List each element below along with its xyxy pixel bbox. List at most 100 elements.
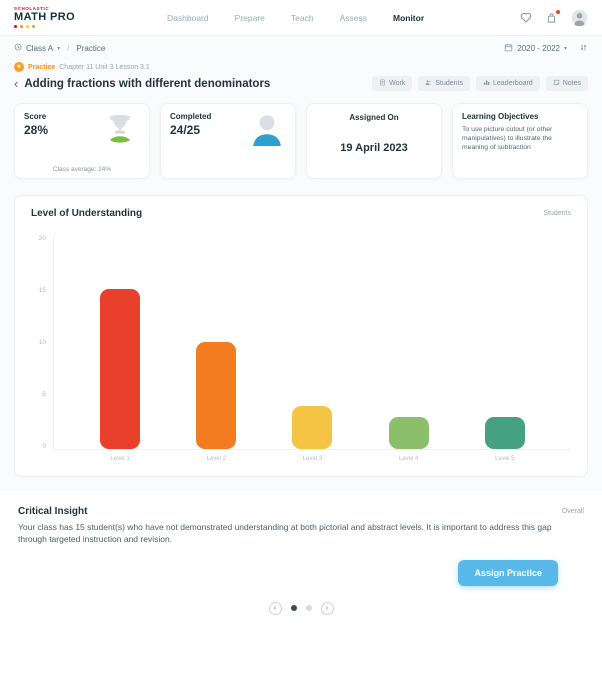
- insight-text: Your class has 15 student(s) who have no…: [18, 522, 552, 544]
- x-tick-label: Level 2: [206, 456, 226, 462]
- x-tick-label: Level 3: [302, 456, 323, 462]
- insight-title: Critical Insight: [18, 506, 88, 517]
- students-icon: [425, 79, 432, 88]
- carousel-dot-active[interactable]: [290, 605, 297, 612]
- star-icon: ★: [16, 64, 22, 70]
- bar-column: Level 4: [388, 235, 429, 462]
- bar-4[interactable]: [388, 416, 429, 449]
- y-tick-label: 20: [38, 235, 46, 242]
- class-average-note: Class average: 24%: [52, 166, 112, 173]
- class-selector[interactable]: Class A: [26, 43, 54, 53]
- notification-badge: [555, 8, 561, 15]
- y-tick-label: 0: [42, 443, 46, 450]
- nav-item-assess[interactable]: Assess: [339, 12, 367, 23]
- app-header: SCHOLASTIC MATH PRO Dashboard Prepare Te…: [0, 0, 602, 36]
- tab-students-label: Students: [435, 80, 463, 87]
- tab-work[interactable]: Work: [372, 76, 413, 91]
- brand-dot: [20, 25, 23, 29]
- practice-badge-label: Practice: [28, 63, 56, 71]
- score-label: Score: [24, 112, 47, 121]
- term-selector[interactable]: 2020 - 2022: [517, 43, 560, 53]
- chart-unit-label[interactable]: Students: [543, 210, 571, 217]
- y-tick-label: 10: [38, 339, 46, 346]
- chevron-down-icon[interactable]: ▾: [57, 45, 61, 52]
- class-icon: [14, 43, 22, 53]
- breadcrumb-practice[interactable]: Practice: [76, 43, 106, 53]
- back-button[interactable]: ‹: [14, 76, 19, 91]
- score-value: 28%: [24, 123, 49, 137]
- objectives-card: Learning Objectives To use picture cutou…: [452, 103, 588, 179]
- summary-cards: Score 28% Class average: 24% Completed 2…: [0, 97, 602, 185]
- breadcrumb-separator: /: [67, 43, 70, 53]
- brand-dots: [14, 25, 75, 29]
- lesson-tabs: Work Students Leaderboard Notes: [372, 76, 588, 91]
- header-icons: [520, 8, 588, 26]
- term-controls: 2020 - 2022 ▾: [504, 43, 588, 54]
- carousel-dot[interactable]: [305, 605, 312, 612]
- nav-item-teach[interactable]: Teach: [290, 12, 314, 23]
- calendar-icon: [504, 43, 513, 54]
- carousel-next-button[interactable]: ›: [320, 601, 334, 615]
- main-nav: Dashboard Prepare Teach Assess Monitor: [167, 13, 424, 23]
- brand-dot: [32, 25, 35, 29]
- assigned-value: 19 April 2023: [340, 142, 408, 154]
- y-tick-label: 15: [38, 287, 46, 294]
- insight-scope-label[interactable]: Overall: [561, 508, 584, 515]
- brand-dot: [26, 25, 29, 29]
- carousel-prev-button[interactable]: ‹: [268, 601, 282, 615]
- nav-item-dashboard[interactable]: Dashboard: [167, 12, 209, 23]
- bar-3[interactable]: [292, 406, 333, 449]
- tab-leaderboard[interactable]: Leaderboard: [476, 76, 540, 91]
- brand-logo[interactable]: SCHOLASTIC MATH PRO: [14, 5, 75, 29]
- tab-work-label: Work: [389, 80, 406, 87]
- nav-item-prepare[interactable]: Prepare: [234, 12, 265, 23]
- tab-notes-label: Notes: [562, 80, 581, 87]
- tab-notes[interactable]: Notes: [545, 76, 588, 91]
- brand-dot: [14, 25, 17, 29]
- bar-1[interactable]: [100, 288, 141, 449]
- bar-2[interactable]: [196, 342, 237, 449]
- bar-column: Level 1: [100, 235, 141, 462]
- lesson-meta: ★ Practice Chapter 11 Unit 3 Lesson 3.1: [14, 62, 588, 72]
- chevron-down-icon[interactable]: ▾: [563, 45, 567, 52]
- completed-value: 24/25: [170, 123, 201, 137]
- lesson-header: ★ Practice Chapter 11 Unit 3 Lesson 3.1 …: [0, 60, 602, 97]
- chart-card: Level of Understanding Students 20 15 10 5 0…: [14, 195, 588, 477]
- chart-y-axis: 20 15 10 5 0: [31, 235, 53, 450]
- notes-icon: [553, 79, 560, 88]
- bar-column: Level 2: [196, 235, 237, 462]
- notifications-bag-icon[interactable]: [546, 8, 561, 24]
- bar-5[interactable]: [484, 416, 525, 449]
- score-card: Score 28% Class average: 24%: [14, 103, 150, 179]
- x-tick-label: Level 1: [110, 456, 130, 462]
- trophy-icon: [101, 112, 139, 148]
- bar-column: Level 3: [292, 235, 333, 462]
- profile-avatar[interactable]: [571, 9, 588, 26]
- favorites-heart-icon[interactable]: [520, 12, 532, 23]
- tab-leaderboard-label: Leaderboard: [493, 80, 533, 87]
- objectives-text: To use picture cutout (or other manipula…: [462, 126, 553, 152]
- chart-title: Level of Understanding: [31, 208, 143, 219]
- completed-label: Completed: [170, 112, 212, 121]
- tab-students[interactable]: Students: [418, 76, 470, 91]
- nav-item-monitor[interactable]: Monitor: [392, 12, 425, 23]
- bar-chart: 20 15 10 5 0 Level 1 Level 2 Level 3 Level 4 Lev…: [31, 235, 571, 470]
- breadcrumb-bar: Class A ▾ / Practice 2020 - 2022 ▾: [0, 36, 602, 60]
- insight-section: Critical Insight Overall Your class has …: [0, 491, 602, 679]
- practice-medal-icon: ★: [14, 62, 24, 72]
- student-avatar-icon: [249, 112, 285, 148]
- y-tick-label: 5: [42, 391, 46, 398]
- assigned-card: Assigned On 19 April 2023: [306, 103, 442, 179]
- sort-icon[interactable]: [579, 43, 588, 54]
- bar-column: Level 5: [484, 235, 525, 462]
- bar-plot: Level 1 Level 2 Level 3 Level 4 Level 5: [53, 235, 571, 462]
- lesson-path: Chapter 11 Unit 3 Lesson 3.1: [59, 63, 150, 71]
- breadcrumb: Class A ▾ / Practice: [14, 43, 105, 53]
- assigned-label: Assigned On: [349, 113, 399, 122]
- brand-scholastic-label: SCHOLASTIC: [14, 5, 50, 11]
- carousel: ‹ ›: [18, 601, 584, 615]
- x-tick-label: Level 5: [495, 456, 515, 462]
- assign-practice-button[interactable]: Assign Practice: [458, 559, 558, 586]
- leaderboard-icon: [483, 79, 490, 88]
- work-icon: [379, 79, 386, 88]
